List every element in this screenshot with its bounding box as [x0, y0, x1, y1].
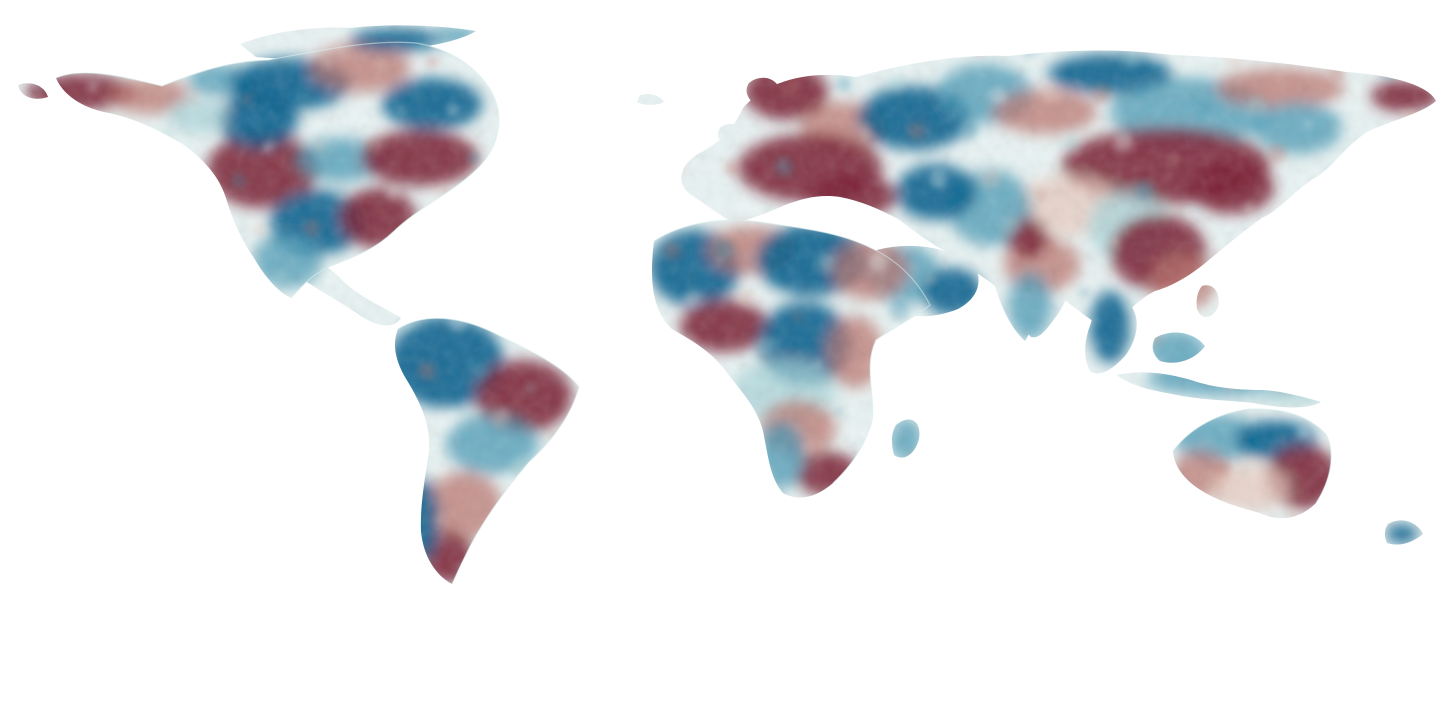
- australia-coast: [1172, 408, 1332, 504]
- africa-coast: [653, 219, 931, 484]
- north-america-coast: [55, 41, 500, 299]
- south-america-coast: [397, 317, 580, 585]
- coastline-highlights: [55, 41, 1332, 585]
